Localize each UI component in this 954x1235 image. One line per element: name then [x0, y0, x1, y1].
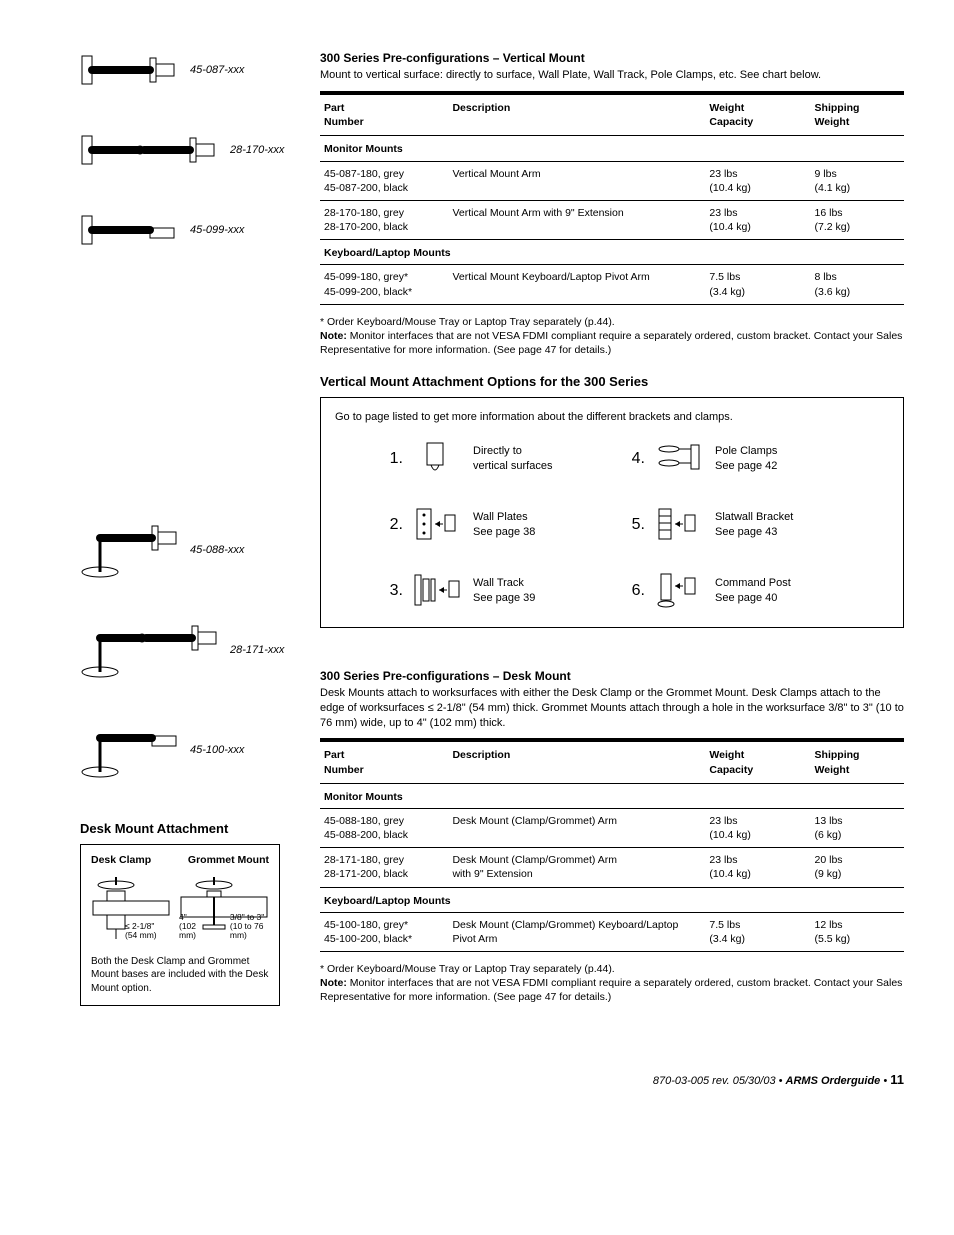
desk-intro: Desk Mounts attach to worksurfaces with … [320, 686, 904, 731]
table-row: 45-100-180, grey* 45-100-200, black* Des… [320, 912, 904, 951]
dim-label: (10 to 76 mm) [230, 921, 264, 940]
desk-arm-kb-icon [80, 720, 180, 780]
wall-plate-icon [413, 505, 463, 545]
desk-attach-caption: Both the Desk Clamp and Grommet Mount ba… [91, 955, 269, 996]
arm-extended-icon [80, 130, 220, 170]
bracket-icon [413, 439, 463, 479]
desk-attach-title: Desk Mount Attachment [80, 820, 300, 838]
slatwall-icon [655, 505, 705, 545]
options-intro: Go to page listed to get more informatio… [335, 410, 889, 425]
col-description: Description [448, 740, 705, 783]
options-title: Vertical Mount Attachment Options for th… [320, 373, 904, 391]
part-label: 28-170-xxx [230, 143, 284, 158]
col-part-number: Part Number [320, 93, 448, 136]
part-illustration: 45-087-xxx [80, 50, 300, 90]
vert-title: 300 Series Pre-configurations – Vertical… [320, 50, 904, 66]
part-illustration: 45-088-xxx [80, 520, 300, 580]
col-description: Description [448, 93, 705, 136]
desk-title: 300 Series Pre-configurations – Desk Mou… [320, 668, 904, 684]
table-row: 28-171-180, grey 28-171-200, black Desk … [320, 848, 904, 887]
part-illustration: 45-099-xxx [80, 210, 300, 250]
part-label: 45-100-xxx [190, 743, 244, 758]
dim-label: (54 mm) [125, 930, 157, 940]
command-post-icon [655, 571, 705, 611]
col-shipping-weight: Shipping Weight [811, 740, 904, 783]
part-illustration: 28-171-xxx [80, 620, 300, 680]
option-item: 2. Wall PlatesSee page 38 [385, 505, 597, 545]
arm-kb-icon [80, 210, 180, 250]
option-item: 6. Command PostSee page 40 [627, 571, 839, 611]
col-shipping-weight: Shipping Weight [811, 93, 904, 136]
subheading: Keyboard/Laptop Mounts [320, 240, 904, 265]
table-row: 45-087-180, grey 45-087-200, black Verti… [320, 161, 904, 200]
vert-intro: Mount to vertical surface: directly to s… [320, 68, 904, 83]
desk-clamp-header: Desk Clamp [91, 853, 151, 867]
option-item: 1. Directly tovertical surfaces [385, 439, 597, 479]
col-weight-capacity: Weight Capacity [705, 93, 810, 136]
table-row: 28-170-180, grey 28-170-200, black Verti… [320, 200, 904, 239]
footnote: * Order Keyboard/Mouse Tray or Laptop Tr… [320, 962, 904, 1005]
col-part-number: Part Number [320, 740, 448, 783]
part-label: 45-087-xxx [190, 63, 244, 78]
vertical-mount-table: Part Number Description Weight Capacity … [320, 91, 904, 305]
option-item: 4. Pole ClampsSee page 42 [627, 439, 839, 479]
part-illustration: 45-100-xxx [80, 720, 300, 780]
desk-attach-box: Desk Clamp Grommet Mount ≤ 2-1/8" [80, 844, 280, 1007]
subheading: Monitor Mounts [320, 136, 904, 161]
desk-arm-short-icon [80, 520, 180, 580]
desk-mount-table: Part Number Description Weight Capacity … [320, 738, 904, 952]
table-row: 45-099-180, grey* 45-099-200, black* Ver… [320, 265, 904, 304]
part-illustration: 28-170-xxx [80, 130, 300, 170]
footnote: * Order Keyboard/Mouse Tray or Laptop Tr… [320, 315, 904, 358]
option-item: 3. Wall TrackSee page 39 [385, 571, 597, 611]
options-box: Go to page listed to get more informatio… [320, 397, 904, 628]
option-item: 5. Slatwall BracketSee page 43 [627, 505, 839, 545]
table-row: 45-088-180, grey 45-088-200, black Desk … [320, 808, 904, 847]
subheading: Keyboard/Laptop Mounts [320, 887, 904, 912]
wall-track-icon [413, 571, 463, 611]
part-label: 45-088-xxx [190, 543, 244, 558]
pole-clamp-icon [655, 439, 705, 479]
part-label: 45-099-xxx [190, 223, 244, 238]
col-weight-capacity: Weight Capacity [705, 740, 810, 783]
grommet-header: Grommet Mount [188, 853, 269, 867]
dim-label: (102 mm) [179, 921, 196, 940]
page-footer: 870-03-005 rev. 05/30/03 • ARMS Ordergui… [80, 1071, 904, 1089]
desk-arm-extended-icon [80, 620, 220, 680]
arm-short-icon [80, 50, 180, 90]
subheading: Monitor Mounts [320, 783, 904, 808]
part-label: 28-171-xxx [230, 643, 284, 658]
